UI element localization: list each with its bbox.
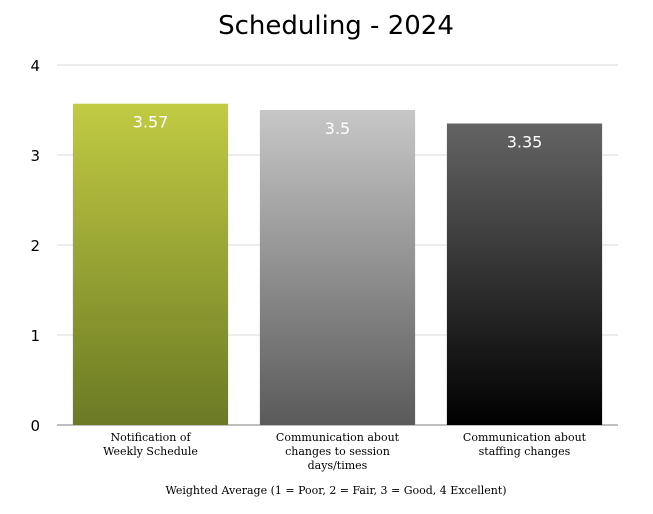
x-axis-categories: Notification of Weekly Schedule Communicat…	[103, 431, 587, 472]
x-category-label-2: Communication about changes to session day…	[276, 431, 400, 472]
bar-3	[446, 123, 603, 425]
x-category-label-3: Communication about staffing changes	[463, 431, 587, 458]
data-label-1: 3.57	[133, 113, 169, 132]
bar-2	[259, 110, 416, 425]
y-tick-label: 4	[30, 57, 40, 75]
x-category-label-1: Notification of Weekly Schedule	[103, 431, 198, 458]
data-label-3: 3.35	[507, 133, 543, 152]
chart-title: Scheduling - 2024	[218, 11, 454, 41]
bar-1	[72, 103, 229, 425]
y-tick-label: 3	[30, 147, 40, 165]
y-tick-label: 0	[30, 417, 40, 435]
y-tick-label: 1	[30, 327, 40, 345]
y-axis-ticks: 0 1 2 3 4	[30, 57, 40, 435]
y-tick-label: 2	[30, 237, 40, 255]
x-axis-label: Weighted Average (1 = Poor, 2 = Fair, 3 …	[165, 484, 506, 497]
bars	[72, 103, 603, 425]
data-labels: 3.57 3.5 3.35	[133, 113, 543, 152]
data-label-2: 3.5	[325, 119, 350, 138]
